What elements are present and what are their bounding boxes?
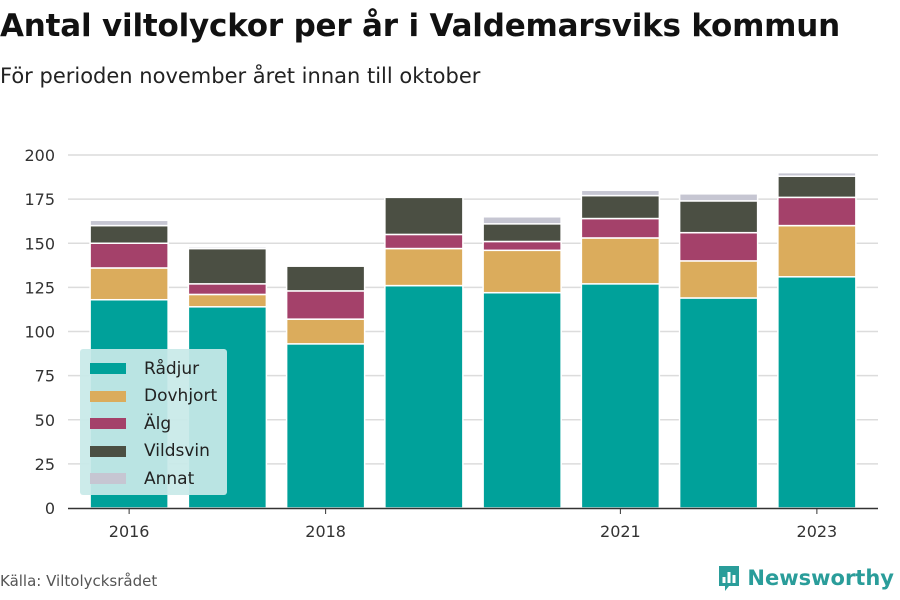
y-tick-label: 200: [24, 146, 55, 165]
bar-segment: [384, 284, 464, 509]
legend-label: Vildsvin: [144, 441, 210, 462]
y-tick-label: 75: [35, 367, 55, 386]
bar-segment: [678, 231, 759, 262]
bar-segment: [285, 290, 366, 320]
newsworthy-logo-icon: [719, 566, 740, 591]
y-tick-label: 125: [24, 278, 55, 297]
x-tick-label: 2021: [600, 522, 641, 541]
bar-segment: [580, 189, 661, 197]
bar-segment: [580, 283, 661, 509]
bar-segment: [482, 249, 562, 294]
legend-label: Älg: [144, 413, 172, 434]
legend-label: Annat: [144, 468, 195, 489]
brand-logo: Newsworthy: [717, 564, 894, 592]
x-tick-label: 2023: [797, 522, 838, 541]
bar-segment: [187, 283, 268, 296]
bar-segment: [777, 196, 857, 227]
bar-segment: [285, 265, 366, 292]
source-note: Källa: Viltolycksrådet: [0, 572, 158, 590]
x-tick-label: 2018: [305, 522, 346, 541]
bar-segment: [777, 224, 857, 278]
y-tick-label: 0: [45, 499, 55, 518]
bar-segment: [777, 276, 857, 509]
bar-segment: [384, 233, 464, 250]
bar-segment: [482, 216, 562, 225]
bar-segment: [580, 237, 661, 285]
bar-segment: [777, 175, 857, 199]
x-tick-label: 2016: [109, 522, 150, 541]
brand-name: Newsworthy: [747, 566, 894, 590]
legend-swatch: [90, 390, 126, 402]
legend: Rådjur Dovhjort Älg Vildsvin Annat: [80, 349, 227, 495]
y-tick-label: 150: [24, 234, 55, 253]
bar-segment: [482, 291, 562, 509]
legend-label: Rådjur: [144, 358, 200, 379]
bar-segment: [580, 194, 661, 220]
bar-segment: [187, 247, 268, 285]
bar-segment: [89, 267, 169, 301]
legend-item: Älg: [90, 410, 227, 438]
bar-segment: [678, 200, 759, 234]
bar-segment: [678, 260, 759, 299]
legend-swatch: [90, 363, 126, 375]
legend-item: Annat: [90, 465, 227, 493]
legend-swatch: [90, 418, 126, 430]
chart-title: Antal viltolyckor per år i Valdemarsviks…: [0, 8, 841, 44]
chart-subtitle: För perioden november året innan till ok…: [0, 64, 481, 88]
bar-segment: [187, 246, 268, 250]
bar-segment: [678, 297, 759, 509]
bar-segment: [384, 196, 464, 236]
bar-segment: [285, 343, 366, 509]
bar-segment: [89, 224, 169, 245]
legend-item: Dovhjort: [90, 383, 227, 411]
x-axis-ticks: 2016 2018 2021 2023: [109, 508, 837, 541]
legend-label: Dovhjort: [144, 386, 218, 407]
y-axis-ticks: 0 25 50 75 100 125 150 175 200: [24, 146, 55, 518]
y-tick-label: 25: [35, 455, 55, 474]
bar-segment: [580, 217, 661, 239]
legend-item: Rådjur: [90, 355, 227, 383]
bar-segment: [777, 171, 857, 177]
bar-segment: [482, 223, 562, 243]
legend-item: Vildsvin: [90, 438, 227, 466]
y-tick-label: 175: [24, 190, 55, 209]
y-tick-label: 100: [24, 323, 55, 342]
bar-segment: [482, 240, 562, 252]
bar-segment: [384, 247, 464, 287]
bar-segment: [285, 318, 366, 345]
legend-swatch: [90, 445, 126, 457]
legend-swatch: [90, 473, 126, 485]
bar-segment: [187, 293, 268, 308]
bar-segment: [678, 193, 759, 202]
bar-segment: [89, 219, 169, 227]
bar-segment: [89, 242, 169, 269]
y-tick-label: 50: [35, 411, 55, 430]
